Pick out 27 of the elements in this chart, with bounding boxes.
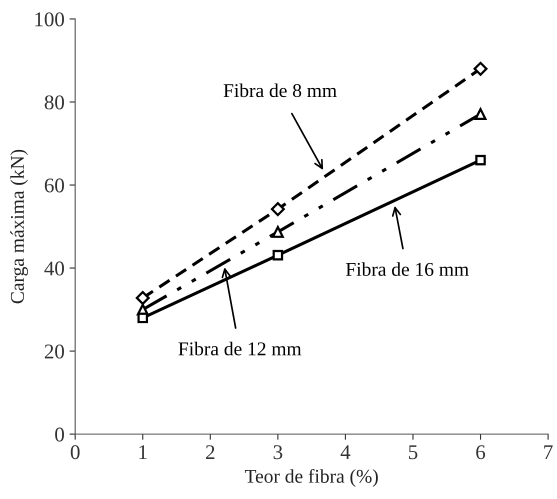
annotation: Fibra de 12 mm: [178, 342, 302, 356]
x-tick-label: 1: [139, 445, 147, 460]
point: [474, 62, 488, 76]
y-axis-title: Carga máxima (kN): [10, 150, 28, 304]
x-tick-label: 3: [274, 445, 282, 460]
point: [270, 202, 285, 216]
point: [137, 312, 148, 324]
y-tick-label: 40: [44, 261, 64, 276]
y-tick-label: 80: [44, 95, 64, 110]
x-tick-label: 5: [408, 445, 418, 460]
point: [272, 250, 284, 260]
y-tick-label: 20: [44, 344, 64, 359]
y-tick-label: 100: [35, 12, 64, 26]
x-tick-label: 7: [544, 445, 553, 460]
point: [272, 226, 284, 238]
annotation: Fibra de 16 mm: [346, 262, 469, 276]
x-tick-label: 4: [340, 445, 350, 460]
point: [136, 290, 150, 305]
point: [474, 108, 487, 120]
x-axis-title: Teor de fibra (%): [244, 468, 378, 487]
x-tick-label: 0: [70, 445, 80, 460]
y-tick-label: 60: [44, 178, 64, 192]
annotation: Fibra de 8 mm: [224, 83, 337, 98]
x-tick-label: 6: [476, 445, 486, 460]
point: [475, 154, 486, 166]
y-tick-label: 0: [55, 428, 64, 442]
x-tick-label: 2: [206, 445, 214, 460]
